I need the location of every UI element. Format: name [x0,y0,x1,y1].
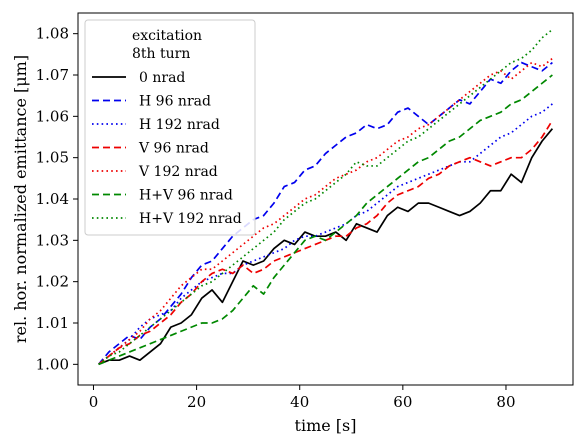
legend-title-line-1: excitation [132,28,202,44]
legend-entries: 0 nrad H 96 nrad H 192 nrad V 96 nrad V 192 … [92,70,242,227]
x-tick-label-0: 0 [89,393,99,411]
legend-title-line-2: 8th turn [132,46,190,62]
legend-label-6: H+V 192 nrad [139,211,242,227]
y-tick-label-0: 1.00 [36,355,69,373]
y-tick-label-8: 1.08 [36,25,69,43]
ticks-layer: 0 20 40 60 80 1.00 1.01 1.02 1.03 1.04 1.05 1.06 1.0… [36,25,516,411]
legend-label-5: H+V 96 nrad [139,188,233,204]
x-tick-label-3: 60 [393,393,412,411]
series-line-0 [98,128,554,366]
x-tick-label-1: 20 [187,393,206,411]
series-layer [97,28,554,366]
series-line-5 [98,74,553,366]
legend-label-3: V 96 nrad [138,141,209,157]
y-tick-label-1: 1.01 [36,314,69,332]
series-line-4 [98,57,553,365]
y-tick-label-2: 1.02 [36,273,69,291]
x-tick-label-2: 40 [290,393,309,411]
legend-label-1: H 96 nrad [139,94,211,110]
y-tick-label-7: 1.07 [36,66,69,84]
x-tick-label-4: 80 [496,393,515,411]
legend-box [84,19,256,236]
legend-label-0: 0 nrad [139,70,185,86]
y-tick-label-6: 1.06 [36,107,69,125]
y-axis-label: rel. hor. normalized emittance [μm] [11,55,30,343]
series-line-1 [97,61,553,365]
legend-label-2: H 192 nrad [139,117,220,133]
legend-label-4: V 192 nrad [138,164,218,180]
legend: excitation 8th turn 0 nrad H 96 nrad H 192… [84,19,256,236]
y-tick-label-4: 1.04 [36,190,69,208]
x-axis-label: time [s] [295,416,357,435]
y-tick-label-3: 1.03 [36,231,69,249]
y-tick-label-5: 1.05 [36,149,69,167]
series-line-2 [98,103,553,365]
